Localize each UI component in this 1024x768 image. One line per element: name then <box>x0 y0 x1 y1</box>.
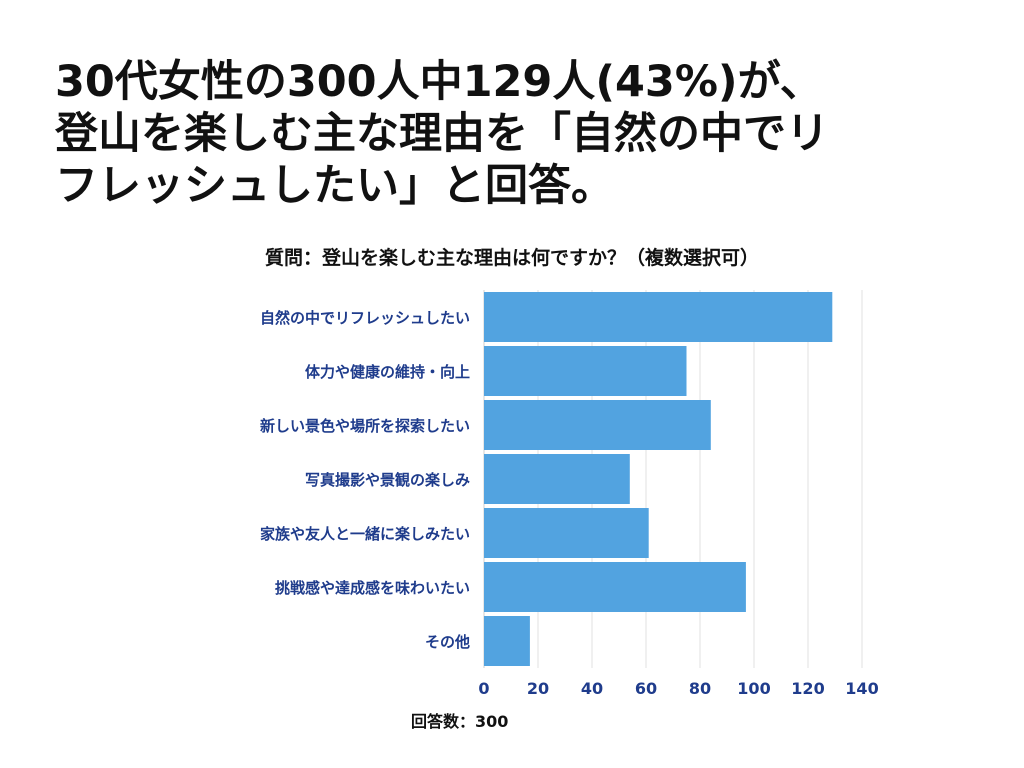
x-tick-label: 20 <box>527 679 549 698</box>
x-tick-label: 120 <box>791 679 824 698</box>
bar <box>484 346 687 396</box>
x-tick-label: 60 <box>635 679 657 698</box>
response-count: 回答数：300 <box>411 712 509 731</box>
x-tick-label: 40 <box>581 679 603 698</box>
x-tick-label: 140 <box>845 679 878 698</box>
x-tick-label: 100 <box>737 679 770 698</box>
headline: 30代女性の300人中129人(43%)が、 登山を楽しむ主な理由を「自然の中で… <box>55 57 829 211</box>
chart-question: 質問：登山を楽しむ主な理由は何ですか？（複数選択可） <box>264 247 759 269</box>
bar <box>484 454 630 504</box>
bars <box>484 292 833 666</box>
x-tick-label: 80 <box>689 679 711 698</box>
category-label: その他 <box>425 633 470 651</box>
category-labels: 自然の中でリフレッシュしたい体力や健康の維持・向上新しい景色や場所を探索したい写… <box>260 309 470 651</box>
category-label: 写真撮影や景観の楽しみ <box>305 471 470 489</box>
x-tick-labels: 0 20 40 60 80 100 120 140 <box>478 679 878 698</box>
x-tick-label: 0 <box>478 679 489 698</box>
bar <box>484 400 711 450</box>
bar <box>484 616 530 666</box>
bar <box>484 562 746 612</box>
category-label: 家族や友人と一緒に楽しみたい <box>260 525 470 543</box>
category-label: 体力や健康の維持・向上 <box>305 363 470 381</box>
category-label: 自然の中でリフレッシュしたい <box>260 309 470 327</box>
bar <box>484 508 649 558</box>
bar <box>484 292 833 342</box>
category-label: 新しい景色や場所を探索したい <box>260 417 470 435</box>
category-label: 挑戦感や達成感を味わいたい <box>275 579 470 597</box>
